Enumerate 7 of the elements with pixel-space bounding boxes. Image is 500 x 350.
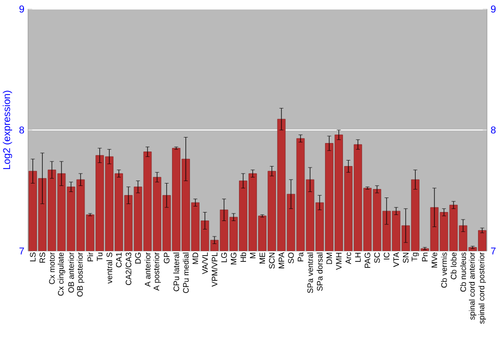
y2-tick-label: 9	[490, 5, 496, 13]
y-tick-label: 7	[19, 248, 24, 254]
y-tick-label: 8	[19, 126, 24, 134]
y-axis-title: Log2 (expression)	[2, 90, 12, 170]
y2-tick-label: 7	[491, 248, 496, 254]
y-tick-label: 9	[19, 5, 24, 13]
y2-tick-label: 8	[490, 126, 496, 134]
